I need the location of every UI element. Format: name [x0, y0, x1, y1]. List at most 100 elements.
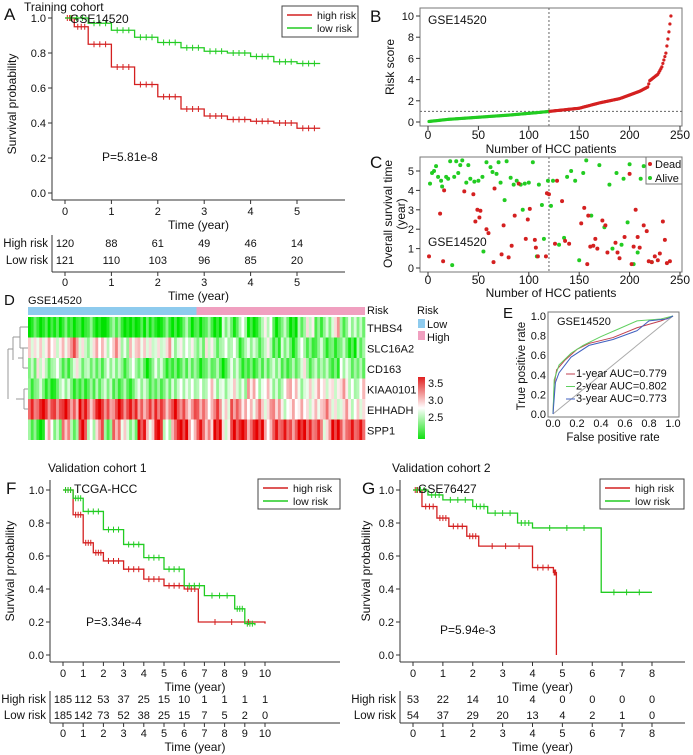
- dead-point: [646, 259, 651, 264]
- heatmap-cell: [115, 358, 119, 379]
- heatmap-cell: [328, 317, 332, 338]
- dead-point: [516, 181, 521, 186]
- heatmap-cell: [86, 358, 91, 379]
- heatmap-cell: [148, 378, 152, 399]
- y-tick-label: 0.2: [31, 153, 46, 165]
- heatmap-cell: [269, 317, 273, 338]
- heatmap-cell: [123, 337, 127, 358]
- risk-bar-high: [196, 307, 365, 315]
- heatmap-cell: [190, 317, 194, 338]
- x-tick-label: 50: [472, 273, 486, 287]
- y-tick-label: 0.8: [31, 48, 46, 60]
- alive-point: [484, 160, 489, 165]
- x-tick-label: 150: [569, 128, 589, 142]
- y-axis-label: (year): [394, 198, 408, 229]
- heatmap-cell: [204, 317, 209, 338]
- heatmap-cell: [86, 337, 91, 358]
- heatmap-cell: [123, 399, 127, 420]
- heatmap-cell: [112, 358, 116, 379]
- roc-curve: [552, 315, 674, 415]
- heatmap-cell: [112, 378, 116, 399]
- heatmap-cell: [233, 337, 237, 358]
- alive-point: [496, 160, 501, 165]
- heatmap-cell: [39, 337, 43, 358]
- risk-table-label: Low risk: [354, 710, 396, 722]
- heatmap-cell: [89, 419, 93, 440]
- alive-point: [530, 160, 535, 165]
- heatmap-cell: [325, 337, 329, 358]
- risk-table-count: 2: [589, 710, 595, 722]
- heatmap-cell: [311, 358, 315, 379]
- heatmap-cell: [171, 317, 175, 338]
- heatmap-cell: [196, 317, 200, 338]
- heatmap-cell: [185, 419, 189, 440]
- x-tick-label: 250: [670, 128, 690, 142]
- heatmap-cell: [117, 399, 121, 420]
- dead-point: [615, 250, 620, 255]
- risk-table-count: 96: [198, 255, 210, 267]
- heatmap-cell: [36, 378, 40, 399]
- dataset-label: TCGA-HCC: [74, 482, 138, 496]
- alive-point: [476, 178, 481, 183]
- heatmap-cell: [303, 419, 307, 440]
- dead-point: [627, 171, 632, 176]
- risk-table-tick-label: 10: [259, 728, 271, 740]
- legend-box: [645, 156, 683, 185]
- heatmap-cell: [334, 358, 338, 379]
- heatmap-cell: [300, 317, 304, 338]
- heatmap-cell: [188, 317, 192, 338]
- heatmap-cell: [70, 378, 74, 399]
- heatmap-cell: [224, 358, 228, 379]
- heatmap-cell: [42, 419, 46, 440]
- heatmap-cell: [230, 399, 234, 420]
- dataset-label: GSE14520: [428, 235, 487, 249]
- heatmap-cell: [151, 337, 155, 358]
- heatmap-cell: [263, 337, 268, 358]
- dead-point: [471, 192, 476, 197]
- alive-point: [526, 180, 531, 185]
- heatmap-cell: [182, 317, 186, 338]
- heatmap-cell: [249, 358, 253, 379]
- heatmap-cell: [348, 399, 352, 420]
- heatmap-cell: [241, 358, 245, 379]
- heatmap-cell: [249, 317, 253, 338]
- heatmap-cell: [345, 419, 349, 440]
- heatmap-cell: [233, 317, 237, 338]
- heatmap-cell: [92, 317, 96, 338]
- heatmap-cell: [42, 399, 46, 420]
- heatmap-cell: [263, 419, 268, 440]
- heatmap-cell: [320, 419, 324, 440]
- heatmap-cell: [106, 337, 110, 358]
- heatmap-cell: [137, 378, 141, 399]
- heatmap-cell: [98, 378, 102, 399]
- heatmap-cell: [33, 419, 37, 440]
- heatmap-cell: [334, 317, 338, 338]
- heatmap-cell: [230, 378, 234, 399]
- gene-label: SPP1: [367, 426, 395, 438]
- risk-table-tick-label: 6: [181, 728, 187, 740]
- heatmap-cell: [348, 378, 352, 399]
- heatmap-cell: [89, 378, 93, 399]
- alive-point: [614, 170, 619, 175]
- heatmap-cell: [103, 317, 107, 338]
- risk-table-count: 112: [74, 694, 92, 706]
- y-tick-label: 0.4: [31, 118, 46, 130]
- heatmap-cell: [84, 378, 88, 399]
- dead-point: [484, 227, 489, 232]
- heatmap-cell: [70, 317, 74, 338]
- alive-point: [545, 178, 550, 183]
- alive-point: [434, 164, 439, 169]
- heatmap-cell: [154, 419, 158, 440]
- heatmap-cell: [362, 419, 366, 440]
- heatmap-cell: [216, 378, 220, 399]
- heatmap-cell: [218, 419, 223, 440]
- dead-point: [591, 243, 596, 248]
- heatmap-cell: [218, 399, 223, 420]
- heatmap-cell: [120, 419, 124, 440]
- heatmap-cell: [277, 399, 282, 420]
- heatmap-cell: [103, 419, 107, 440]
- heatmap-cell: [131, 337, 136, 358]
- heatmap-cell: [317, 358, 321, 379]
- heatmap-cell: [199, 358, 203, 379]
- heatmap-cell: [216, 358, 220, 379]
